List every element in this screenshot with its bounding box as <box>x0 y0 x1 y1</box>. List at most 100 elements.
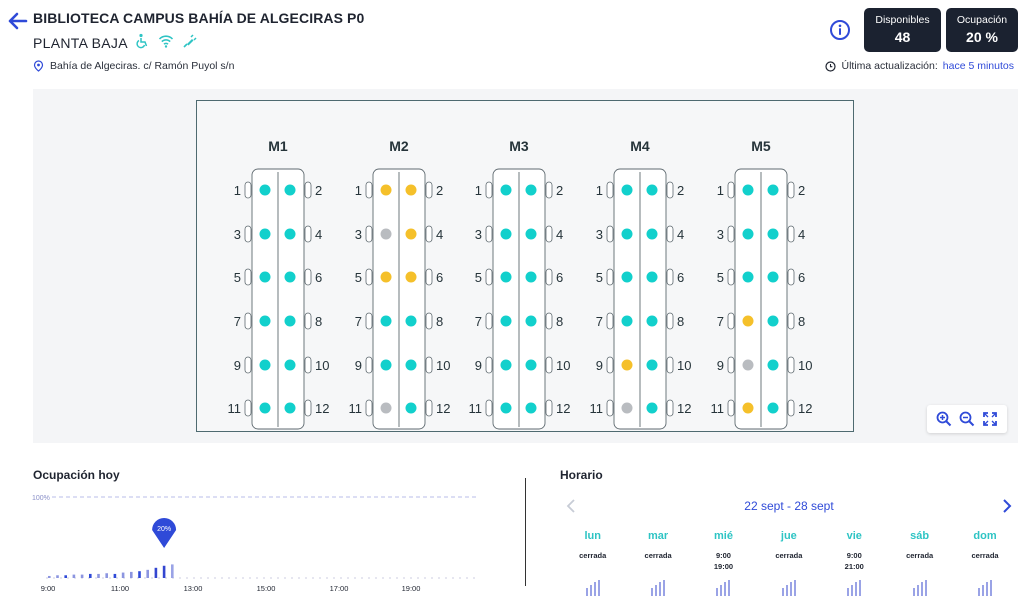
seat-m4-11[interactable] <box>621 402 633 414</box>
current-label: 20% <box>157 526 171 533</box>
seat-m1-9[interactable] <box>259 359 271 371</box>
seat-m5-1[interactable] <box>742 184 754 196</box>
day-name: lun <box>584 530 601 542</box>
seat-m5-4[interactable] <box>767 228 779 240</box>
seat-number: 5 <box>596 270 603 285</box>
seat-m1-4[interactable] <box>284 228 296 240</box>
seat-m5-5[interactable] <box>742 271 754 283</box>
seat-m3-10[interactable] <box>525 359 537 371</box>
chair <box>727 399 735 417</box>
chair <box>606 268 614 286</box>
floor-plan[interactable]: M1 1 2 3 4 5 6 7 8 9 10 11 12 M2 1 2 3 4 5 6 7 8 9 10 11 12 M3 1 2 3 4… <box>196 100 854 432</box>
day-sáb[interactable]: sáb cerrada <box>887 530 952 596</box>
occupancy-bars-icon <box>847 580 862 596</box>
back-arrow-icon[interactable] <box>6 10 28 32</box>
chair <box>606 356 614 374</box>
chair <box>606 312 614 330</box>
seat-m5-7[interactable] <box>742 315 754 327</box>
seat-m1-7[interactable] <box>259 315 271 327</box>
day-dom[interactable]: dom cerrada <box>952 530 1017 596</box>
seat-m4-7[interactable] <box>621 315 633 327</box>
seat-m4-8[interactable] <box>646 315 658 327</box>
seat-m2-12[interactable] <box>405 402 417 414</box>
seat-m5-8[interactable] <box>767 315 779 327</box>
seat-m3-12[interactable] <box>525 402 537 414</box>
seat-number: 4 <box>798 227 805 242</box>
seat-m1-12[interactable] <box>284 402 296 414</box>
seat-m3-5[interactable] <box>500 271 512 283</box>
seat-m3-6[interactable] <box>525 271 537 283</box>
seat-m3-4[interactable] <box>525 228 537 240</box>
info-icon[interactable] <box>829 19 851 41</box>
day-mar[interactable]: mar cerrada <box>625 530 690 596</box>
seat-m4-10[interactable] <box>646 359 658 371</box>
seat-m4-9[interactable] <box>621 359 633 371</box>
seat-m2-2[interactable] <box>405 184 417 196</box>
seat-m4-3[interactable] <box>621 228 633 240</box>
day-hours: cerrada <box>906 551 934 560</box>
occupancy-bar <box>138 571 141 578</box>
seat-m5-9[interactable] <box>742 359 754 371</box>
seat-m5-12[interactable] <box>767 402 779 414</box>
seat-m5-10[interactable] <box>767 359 779 371</box>
seat-m4-4[interactable] <box>646 228 658 240</box>
chair <box>787 399 795 417</box>
chevron-right-icon[interactable] <box>999 498 1013 514</box>
zoom-controls <box>927 405 1007 433</box>
zoom-in-icon[interactable] <box>936 411 952 427</box>
seat-m2-7[interactable] <box>380 315 392 327</box>
occupancy-today-title: Ocupación hoy <box>33 468 120 482</box>
seat-m5-11[interactable] <box>742 402 754 414</box>
chair <box>304 312 312 330</box>
seat-m4-5[interactable] <box>621 271 633 283</box>
seat-m2-8[interactable] <box>405 315 417 327</box>
seat-m3-2[interactable] <box>525 184 537 196</box>
fullscreen-icon[interactable] <box>982 411 998 427</box>
table-label: M4 <box>630 138 650 154</box>
day-jue[interactable]: jue cerrada <box>756 530 821 596</box>
day-hours: 9:00 19:00 <box>713 551 734 571</box>
seat-m2-10[interactable] <box>405 359 417 371</box>
seat-m3-7[interactable] <box>500 315 512 327</box>
seat-m4-1[interactable] <box>621 184 633 196</box>
chevron-left-icon[interactable] <box>565 498 579 514</box>
occupancy-bar <box>130 571 133 578</box>
occupancy-bar <box>113 573 117 578</box>
seat-m5-3[interactable] <box>742 228 754 240</box>
day-lun[interactable]: lun cerrada <box>560 530 625 596</box>
seat-m2-1[interactable] <box>380 184 392 196</box>
day-vie[interactable]: vie 9:00 21:00 <box>822 530 887 596</box>
seat-m1-10[interactable] <box>284 359 296 371</box>
seat-m2-3[interactable] <box>380 228 392 240</box>
seat-m1-6[interactable] <box>284 271 296 283</box>
seat-m4-6[interactable] <box>646 271 658 283</box>
seat-m3-9[interactable] <box>500 359 512 371</box>
seat-m1-11[interactable] <box>259 402 271 414</box>
seat-m2-4[interactable] <box>405 228 417 240</box>
day-hours: cerrada <box>775 551 803 560</box>
last-updated-link[interactable]: hace 5 minutos <box>942 60 1014 72</box>
zoom-out-icon[interactable] <box>959 411 975 427</box>
wheelchair-icon <box>134 33 150 49</box>
seat-m1-1[interactable] <box>259 184 271 196</box>
seat-m5-2[interactable] <box>767 184 779 196</box>
seat-m3-3[interactable] <box>500 228 512 240</box>
seat-m2-9[interactable] <box>380 359 392 371</box>
seat-number: 11 <box>590 401 604 416</box>
seat-m1-8[interactable] <box>284 315 296 327</box>
seat-m1-2[interactable] <box>284 184 296 196</box>
seat-m1-5[interactable] <box>259 271 271 283</box>
seat-m3-11[interactable] <box>500 402 512 414</box>
chair <box>304 181 312 199</box>
seat-m5-6[interactable] <box>767 271 779 283</box>
seat-m4-2[interactable] <box>646 184 658 196</box>
day-mié[interactable]: mié 9:00 19:00 <box>691 530 756 596</box>
seat-m2-11[interactable] <box>380 402 392 414</box>
seat-m2-6[interactable] <box>405 271 417 283</box>
max-label: 100% <box>32 495 50 502</box>
seat-m3-8[interactable] <box>525 315 537 327</box>
seat-m3-1[interactable] <box>500 184 512 196</box>
seat-m2-5[interactable] <box>380 271 392 283</box>
seat-m4-12[interactable] <box>646 402 658 414</box>
seat-m1-3[interactable] <box>259 228 271 240</box>
